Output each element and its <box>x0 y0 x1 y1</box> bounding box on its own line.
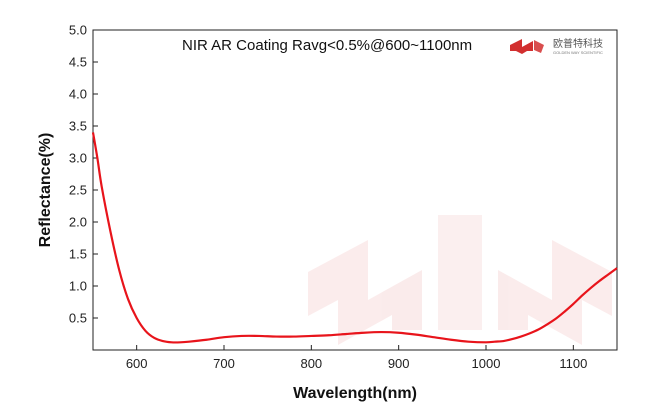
series-line <box>91 132 618 344</box>
chart-title: NIR AR Coating Ravg<0.5%@600~1100nm <box>182 37 472 54</box>
y-tick-label: 5.0 <box>69 23 87 38</box>
x-tick-label: 1000 <box>472 356 501 371</box>
x-tick-label: 900 <box>388 356 410 371</box>
brand-subtitle: GOLDEN WAY SCIENTIFIC <box>553 50 603 55</box>
y-tick-label: 4.5 <box>69 55 87 70</box>
y-axis-ticks: 0.5 1.0 1.5 2.0 2.5 3.0 3.5 4.0 4.5 5.0 <box>69 23 98 326</box>
y-tick-label: 3.5 <box>69 119 87 134</box>
y-tick-label: 4.0 <box>69 87 87 102</box>
y-tick-label: 1.0 <box>69 279 87 294</box>
x-tick-label: 800 <box>300 356 322 371</box>
y-tick-label: 3.0 <box>69 151 87 166</box>
y-axis-label: Reflectance(%) <box>37 133 54 248</box>
x-tick-label: 700 <box>213 356 235 371</box>
x-tick-label: 1100 <box>559 356 587 371</box>
brand-logo: 欧普特科技 GOLDEN WAY SCIENTIFIC <box>510 37 603 55</box>
x-axis-label: Wavelength(nm) <box>293 385 417 402</box>
x-tick-label: 600 <box>126 356 148 371</box>
y-tick-label: 2.0 <box>69 215 87 230</box>
y-tick-label: 1.5 <box>69 247 87 262</box>
brand-logo-mark <box>510 39 533 54</box>
brand-name: 欧普特科技 <box>553 37 603 50</box>
watermark-logo <box>308 215 612 345</box>
x-axis-ticks: 600 700 800 900 1000 1100 <box>126 345 587 371</box>
y-tick-label: 0.5 <box>69 311 87 326</box>
y-tick-label: 2.5 <box>69 183 87 198</box>
